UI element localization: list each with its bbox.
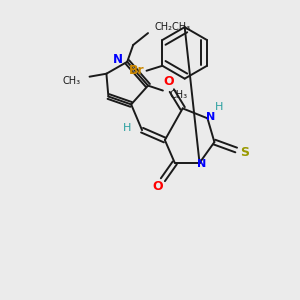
Text: H: H: [215, 102, 224, 112]
Text: O: O: [153, 180, 163, 193]
Text: Br: Br: [129, 64, 144, 77]
Text: O: O: [164, 75, 174, 88]
Text: N: N: [197, 159, 206, 169]
Text: CH₃: CH₃: [170, 89, 188, 100]
Text: N: N: [113, 53, 123, 66]
Text: H: H: [123, 123, 131, 133]
Text: N: N: [206, 112, 215, 122]
Text: CH₃: CH₃: [62, 76, 81, 85]
Text: S: S: [241, 146, 250, 160]
Text: CH₂CH₃: CH₂CH₃: [155, 22, 191, 32]
